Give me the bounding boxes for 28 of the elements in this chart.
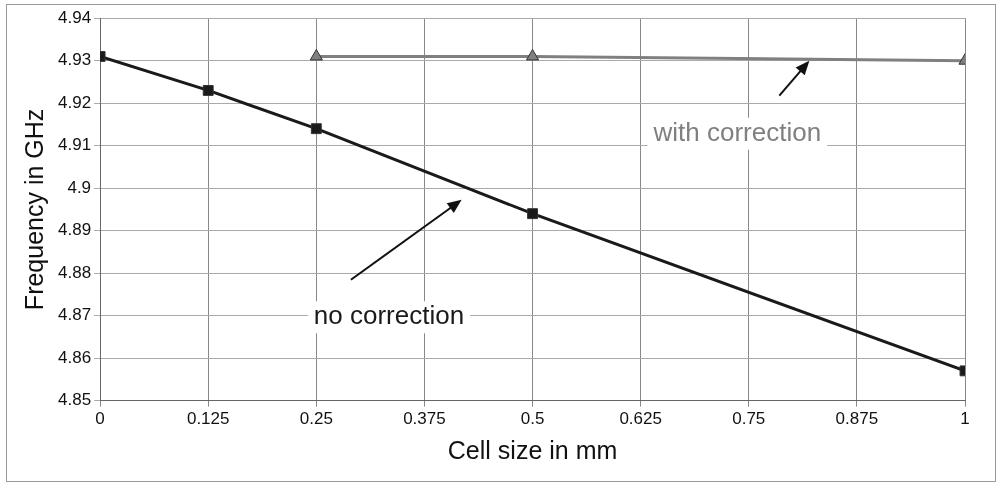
x-axis-title: Cell size in mm xyxy=(447,435,618,464)
point xyxy=(202,84,214,96)
x-tick-label: 0.25 xyxy=(299,409,333,429)
point xyxy=(310,123,322,135)
x-tick-label: 0.75 xyxy=(732,409,766,429)
x-tick-label: 0.375 xyxy=(403,409,446,429)
y-tick-label: 4.89 xyxy=(57,220,92,240)
x-tick-label: 0.5 xyxy=(520,409,545,429)
y-tick-label: 4.9 xyxy=(67,177,92,197)
y-tick-label: 4.91 xyxy=(57,135,92,155)
y-tick-label: 4.94 xyxy=(57,7,92,27)
point xyxy=(309,48,323,61)
x-tick-label: 1 xyxy=(960,409,970,429)
x-tick-label: 0.875 xyxy=(835,409,879,429)
x-tick-label: 0.125 xyxy=(186,409,230,429)
y-tick-label: 4.88 xyxy=(57,262,92,282)
point xyxy=(527,208,538,220)
y-axis-title: Frequency in GHz xyxy=(19,108,48,311)
y-tick-label: 4.93 xyxy=(57,50,92,70)
annotation: with correction xyxy=(652,116,822,147)
x-tick-label: 0.625 xyxy=(619,409,662,429)
y-tick-label: 4.85 xyxy=(57,390,92,410)
y-tick-label: 4.92 xyxy=(57,92,92,112)
x-tick-label: 0 xyxy=(95,409,105,429)
y-tick-label: 4.86 xyxy=(57,347,92,367)
y-tick-label: 4.87 xyxy=(57,305,92,325)
point xyxy=(525,48,540,61)
annotation: no correction xyxy=(313,300,465,331)
